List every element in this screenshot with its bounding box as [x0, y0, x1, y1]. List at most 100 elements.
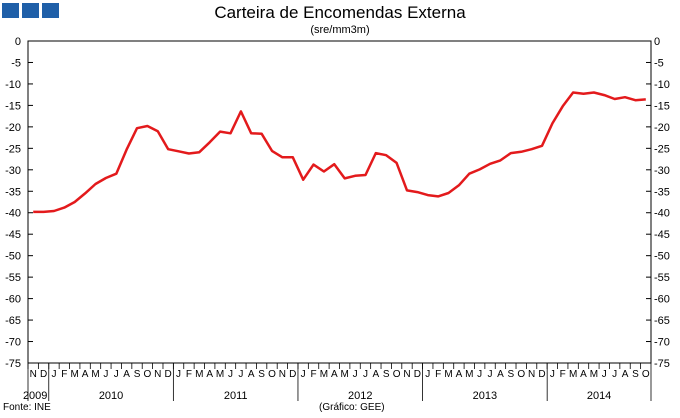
- x-month-label: S: [507, 369, 514, 380]
- y-tick-label-right: -40: [654, 208, 670, 220]
- y-tick-label-left: -70: [5, 337, 21, 349]
- x-month-label: O: [642, 369, 650, 380]
- y-tick-label-left: -65: [5, 315, 21, 327]
- x-month-label: J: [363, 369, 368, 380]
- y-tick-label-left: -50: [5, 251, 21, 263]
- x-month-label: S: [383, 369, 390, 380]
- x-month-label: J: [228, 369, 233, 380]
- x-month-label: J: [550, 369, 555, 380]
- gee-logo: [2, 3, 59, 18]
- y-tick-label-right: -60: [654, 294, 670, 306]
- x-month-label: O: [393, 369, 401, 380]
- x-month-label: F: [560, 369, 566, 380]
- plot-frame: [27, 40, 652, 364]
- x-month-label: O: [268, 369, 276, 380]
- x-month-label: A: [331, 369, 338, 380]
- y-tick-label-right: -65: [654, 315, 670, 327]
- x-month-label: F: [310, 369, 316, 380]
- x-month-label: J: [114, 369, 119, 380]
- x-year-label: 2013: [473, 390, 497, 402]
- y-tick-label-right: 0: [654, 36, 660, 48]
- logo-block-1: [2, 3, 19, 18]
- series-line: [33, 91, 646, 214]
- x-month-label: A: [206, 369, 213, 380]
- y-tick-label-left: -20: [5, 122, 21, 134]
- chart-subtitle: (sre/mm3m): [310, 24, 370, 36]
- y-tick-label-right: -15: [654, 100, 670, 112]
- chart-title: Carteira de Encomendas Externa: [214, 3, 466, 22]
- x-month-label: M: [71, 369, 79, 380]
- x-month-label: J: [612, 369, 617, 380]
- y-tick-label-left: -60: [5, 294, 21, 306]
- x-month-label: N: [30, 369, 37, 380]
- x-month-label: M: [590, 369, 598, 380]
- x-month-label: J: [477, 369, 482, 380]
- x-month-label: D: [40, 369, 47, 380]
- x-month-label: M: [195, 369, 203, 380]
- y-tick-label-left: -15: [5, 100, 21, 112]
- x-month-label: D: [289, 369, 296, 380]
- y-tick-label-left: -5: [11, 57, 21, 69]
- x-month-label: S: [632, 369, 639, 380]
- x-month-label: A: [82, 369, 89, 380]
- x-month-label: A: [373, 369, 380, 380]
- x-month-label: A: [123, 369, 130, 380]
- x-month-label: A: [248, 369, 255, 380]
- x-month-label: A: [580, 369, 587, 380]
- y-tick-label-left: 0: [15, 36, 21, 48]
- x-month-label: S: [134, 369, 141, 380]
- x-year-label: 2011: [224, 390, 248, 402]
- x-month-label: A: [456, 369, 463, 380]
- y-tick-label-right: -75: [654, 358, 670, 370]
- credit-note: (Gráfico: GEE): [319, 402, 385, 413]
- y-tick-label-left: -10: [5, 79, 21, 91]
- y-tick-label-left: -35: [5, 186, 21, 198]
- x-month-label: J: [602, 369, 607, 380]
- x-month-label: A: [497, 369, 504, 380]
- y-tick-label-right: -25: [654, 143, 670, 155]
- y-tick-label-right: -50: [654, 251, 670, 263]
- x-month-label: M: [569, 369, 577, 380]
- y-tick-label-left: -40: [5, 208, 21, 220]
- x-month-label: M: [341, 369, 349, 380]
- x-month-label: D: [414, 369, 421, 380]
- x-month-label: S: [258, 369, 265, 380]
- x-month-label: J: [176, 369, 181, 380]
- y-tick-label-right: -70: [654, 337, 670, 349]
- x-month-label: M: [216, 369, 224, 380]
- y-tick-label-right: -20: [654, 122, 670, 134]
- x-year-label: 2010: [99, 390, 123, 402]
- y-tick-label-right: -30: [654, 165, 670, 177]
- y-tick-label-left: -30: [5, 165, 21, 177]
- x-month-label: N: [154, 369, 161, 380]
- y-tick-label-right: -35: [654, 186, 670, 198]
- x-month-label: O: [517, 369, 525, 380]
- y-tick-label-right: -45: [654, 229, 670, 241]
- x-month-label: J: [301, 369, 306, 380]
- x-month-label: M: [444, 369, 452, 380]
- x-month-label: M: [465, 369, 473, 380]
- x-year-label: 2014: [587, 390, 611, 402]
- y-tick-label-right: -5: [654, 57, 664, 69]
- x-month-label: N: [528, 369, 535, 380]
- x-month-label: F: [435, 369, 441, 380]
- y-tick-label-right: -10: [654, 79, 670, 91]
- x-month-label: N: [403, 369, 410, 380]
- x-month-label: J: [488, 369, 493, 380]
- y-tick-label-left: -45: [5, 229, 21, 241]
- x-month-label: D: [165, 369, 172, 380]
- x-month-label: J: [103, 369, 108, 380]
- x-month-label: N: [279, 369, 286, 380]
- x-month-label: F: [186, 369, 192, 380]
- y-tick-label-left: -55: [5, 272, 21, 284]
- x-month-label: J: [238, 369, 243, 380]
- x-month-label: O: [144, 369, 152, 380]
- x-month-label: M: [91, 369, 99, 380]
- source-note: Fonte: INE: [3, 402, 51, 413]
- x-year-label: 2009: [23, 390, 47, 402]
- x-month-label: J: [425, 369, 430, 380]
- y-tick-label-left: -75: [5, 358, 21, 370]
- x-year-label: 2012: [348, 390, 372, 402]
- x-month-label: M: [320, 369, 328, 380]
